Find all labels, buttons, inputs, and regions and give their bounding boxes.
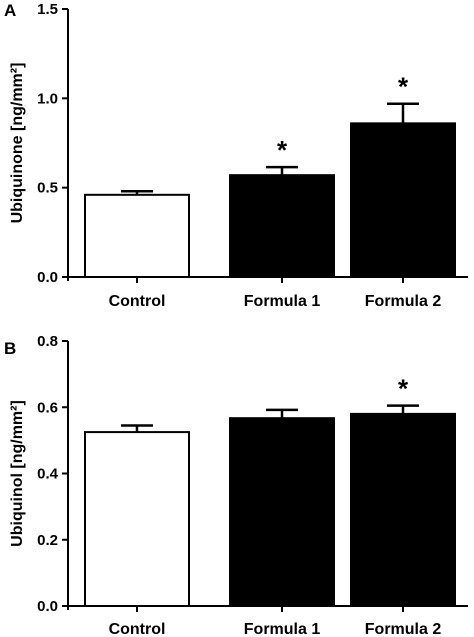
panel-b: B 0.0 0.2 0.4 0.6 0.8 Ubiquinol [ng/mm²] Contro… (4, 333, 468, 637)
x-tick-label: Control (109, 621, 166, 637)
significance-marker: * (398, 72, 409, 102)
bar-control (84, 431, 190, 607)
bar-formula-1 (229, 174, 335, 278)
y-tick-label: 0.2 (37, 532, 58, 549)
panel-letter: B (4, 339, 16, 358)
x-tick-label: Formula 1 (244, 621, 321, 637)
bar-formula-1 (229, 417, 335, 607)
y-tick-label: 0.8 (37, 333, 58, 350)
y-tick-label: 0.0 (37, 269, 58, 286)
y-tick-label: 1.0 (37, 90, 58, 107)
y-tick-label: 0.4 (37, 466, 59, 483)
y-axis-title: Ubiquinol [ng/mm²] (9, 400, 26, 547)
x-tick-label: Formula 1 (244, 293, 321, 310)
x-tick-label: Formula 2 (365, 621, 442, 637)
significance-marker: * (277, 135, 288, 165)
y-tick-label: 1.5 (37, 1, 58, 18)
x-tick-label: Formula 2 (365, 293, 442, 310)
significance-marker: * (398, 374, 409, 404)
y-tick-label: 0.6 (37, 399, 58, 416)
y-tick-label: 0.0 (37, 598, 58, 615)
bar-formula-2 (350, 122, 456, 278)
y-tick-label: 0.5 (37, 180, 58, 197)
y-axis-title: Ubiquinone [ng/mm²] (9, 63, 26, 224)
x-tick-label: Control (109, 293, 166, 310)
panel-a: A 0.0 0.5 1.0 1.5 Ubiquinone [ng/mm²] Control F… (4, 1, 468, 310)
panel-letter: A (4, 1, 16, 20)
bar-control (84, 193, 190, 279)
bar-formula-2 (350, 412, 456, 607)
